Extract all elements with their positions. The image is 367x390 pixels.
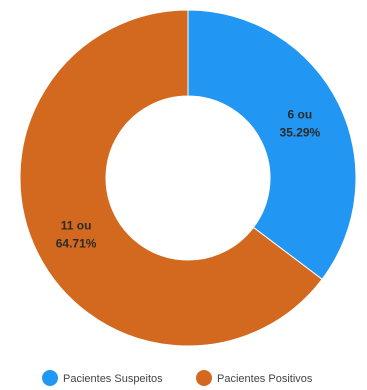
labels-layer: 6 ou 35.29% 11 ou 64.71% xyxy=(56,107,321,250)
slice-label-count: 11 ou xyxy=(61,219,92,233)
legend-label[interactable]: Pacientes Suspeitos xyxy=(63,373,163,385)
pie-slice-pacientes-positivos[interactable] xyxy=(19,9,323,347)
pie-slice-pacientes-suspeitos[interactable] xyxy=(187,9,357,280)
slice-data-label: 11 ou 64.71% xyxy=(56,219,97,251)
legend-swatch[interactable] xyxy=(196,370,212,386)
slice-data-label: 6 ou 35.29% xyxy=(280,107,321,139)
legend: Pacientes Suspeitos Pacientes Positivos xyxy=(42,370,313,386)
legend-swatch[interactable] xyxy=(42,370,58,386)
slices-layer xyxy=(19,9,357,347)
legend-label[interactable]: Pacientes Positivos xyxy=(217,373,313,385)
slice-label-percent: 35.29% xyxy=(280,125,321,139)
slice-label-count: 6 ou xyxy=(288,107,313,121)
slice-label-percent: 64.71% xyxy=(56,237,97,251)
